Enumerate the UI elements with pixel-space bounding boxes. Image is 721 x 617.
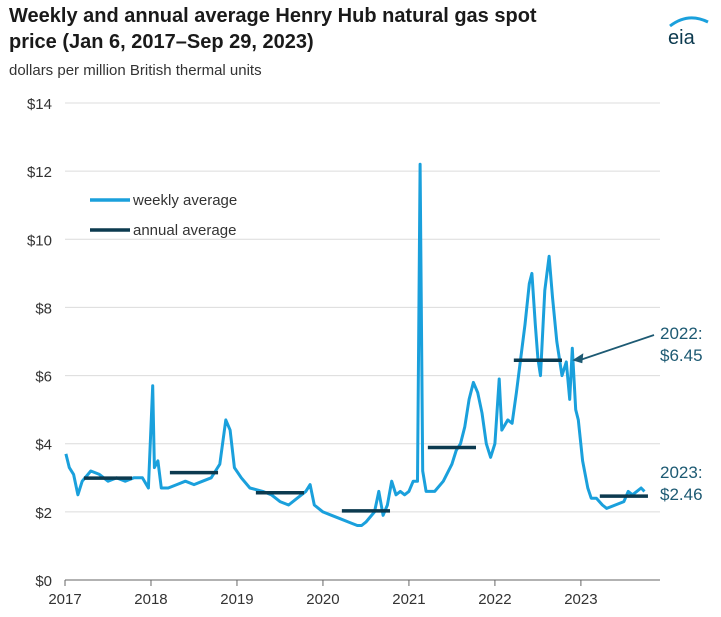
- y-tick-label: $2: [35, 505, 52, 522]
- y-tick-label: $8: [35, 300, 52, 317]
- chart-title-line-2: price (Jan 6, 2017–Sep 29, 2023): [9, 31, 314, 53]
- x-tick-label: 2022: [478, 591, 511, 608]
- annotation-2022-arrow-line: [582, 334, 655, 361]
- chart-subtitle: dollars per million British thermal unit…: [9, 62, 262, 79]
- annotation-2022-label-year: 2022:: [660, 324, 703, 343]
- annotation-2023-label-value: $2.46: [660, 485, 703, 504]
- x-tick-label: 2018: [134, 591, 167, 608]
- eia-logo-swoosh: [669, 16, 709, 28]
- x-tick-label: 2023: [564, 591, 597, 608]
- chart-title-line-1: Weekly and annual average Henry Hub natu…: [9, 5, 537, 27]
- y-tick-label: $10: [27, 232, 52, 249]
- y-tick-label: $0: [35, 573, 52, 590]
- x-tick-label: 2020: [306, 591, 339, 608]
- x-tick-label: 2021: [392, 591, 425, 608]
- y-tick-label: $6: [35, 369, 52, 386]
- y-tick-label: $12: [27, 164, 52, 181]
- y-tick-label: $4: [35, 437, 52, 454]
- x-tick-label: 2017: [48, 591, 81, 608]
- chart-title: Weekly and annual average Henry Hub natu…: [9, 3, 649, 55]
- eia-logo-text: eia: [668, 27, 696, 48]
- y-tick-label: $14: [27, 96, 52, 113]
- legend-weekly-label: weekly average: [132, 192, 237, 209]
- annotation-2022-arrowhead: [572, 353, 584, 364]
- eia-logo: eia: [668, 16, 709, 48]
- annotation-2023-label-year: 2023:: [660, 463, 703, 482]
- legend-annual-label: annual average: [133, 222, 236, 239]
- x-tick-label: 2019: [220, 591, 253, 608]
- annotation-2022-label-value: $6.45: [660, 346, 703, 365]
- weekly-average-line: [64, 162, 646, 527]
